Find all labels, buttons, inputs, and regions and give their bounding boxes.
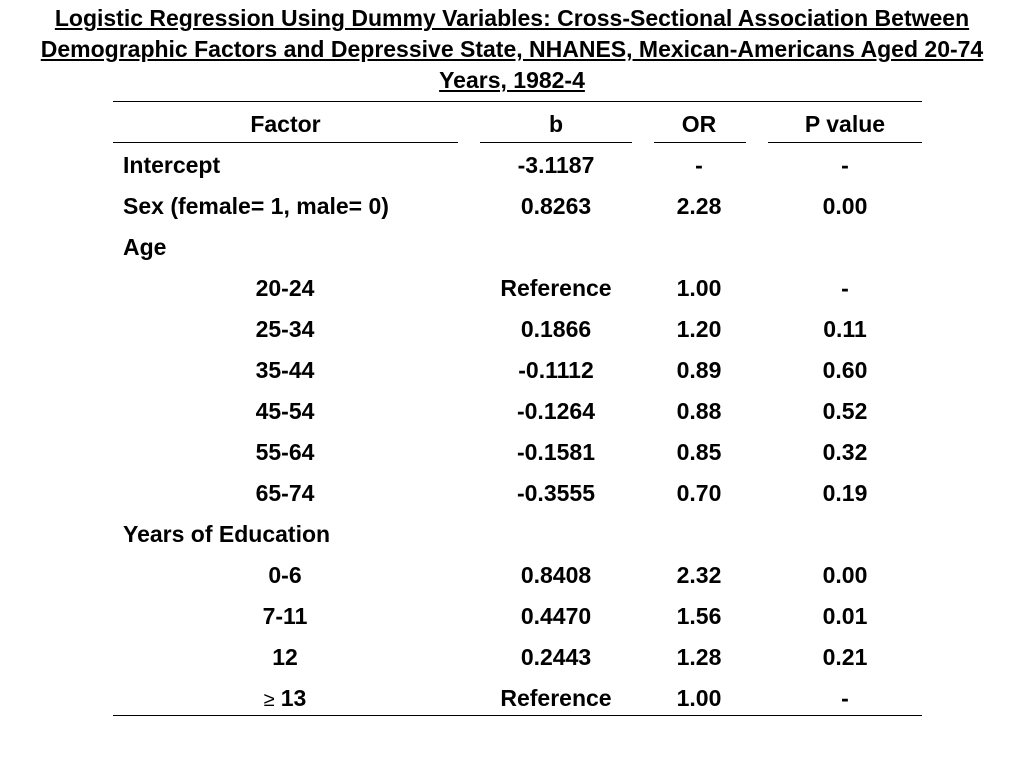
row-or: 1.28 (676, 644, 722, 670)
row-factor-education: 12 (272, 644, 298, 670)
row-b: -0.1264 (516, 398, 595, 424)
row-factor-age: 65-74 (255, 480, 315, 506)
row-or: 1.56 (676, 603, 722, 629)
p-header-rule (768, 142, 922, 143)
greater-or-equal-icon: ≥ (263, 689, 275, 711)
row-b: -0.1112 (518, 357, 594, 383)
row-b: Reference (500, 275, 612, 301)
row-p: 0.32 (822, 439, 868, 465)
row-p: 0.11 (823, 316, 867, 342)
row-b: -0.1581 (516, 439, 595, 465)
row-p: - (841, 275, 849, 301)
row-p: 0.19 (822, 480, 868, 506)
row-or: 0.88 (676, 398, 722, 424)
group-heading-education: Years of Education (123, 521, 331, 547)
row-factor-sex: Sex (female= 1, male= 0) (123, 193, 389, 219)
row-factor-age: 35-44 (255, 357, 315, 383)
row-p: 0.21 (822, 644, 868, 670)
row-factor-age: 20-24 (255, 275, 315, 301)
row-or: 2.32 (676, 562, 722, 588)
factor-header-rule (113, 142, 458, 143)
header-or: OR (681, 111, 717, 137)
group-heading-age: Age (123, 234, 167, 260)
row-factor-intercept: Intercept (123, 152, 221, 178)
row-b: 0.8408 (520, 562, 592, 588)
row-p: - (841, 152, 849, 178)
row-b: Reference (500, 685, 612, 711)
row-p: 0.01 (822, 603, 868, 629)
row-factor-label: 13 (280, 685, 307, 711)
row-b: 0.2443 (520, 644, 592, 670)
row-p: 0.00 (822, 562, 868, 588)
row-factor-age: 55-64 (255, 439, 315, 465)
row-b: -3.1187 (517, 152, 595, 178)
header-p-value: P value (804, 111, 886, 137)
row-or: 0.70 (676, 480, 722, 506)
row-factor-age: 45-54 (255, 398, 315, 424)
header-factor: Factor (250, 111, 321, 137)
row-factor-education: 7-11 (262, 603, 308, 629)
row-factor-education: ≥13 (180, 684, 390, 714)
header-b: b (548, 111, 564, 137)
table-bottom-rule (113, 715, 922, 716)
table-title: Logistic Regression Using Dummy Variable… (40, 5, 984, 93)
row-b: 0.1866 (520, 316, 592, 342)
row-or: 2.28 (676, 193, 722, 219)
row-factor-age: 25-34 (255, 316, 315, 342)
row-p: 0.00 (822, 193, 868, 219)
row-b: -0.3555 (516, 480, 595, 506)
row-factor-education: 0-6 (268, 562, 302, 588)
row-or: 1.00 (676, 685, 722, 711)
table-top-rule (113, 101, 922, 102)
row-or: 1.00 (676, 275, 722, 301)
row-b: 0.8263 (520, 193, 592, 219)
row-or: 1.20 (676, 316, 722, 342)
row-p: - (841, 685, 849, 711)
row-or: 0.85 (676, 439, 722, 465)
row-or: - (695, 152, 703, 178)
or-header-rule (654, 142, 746, 143)
row-p: 0.52 (822, 398, 868, 424)
row-or: 0.89 (676, 357, 722, 383)
b-header-rule (480, 142, 632, 143)
row-b: 0.4470 (520, 603, 592, 629)
row-p: 0.60 (822, 357, 868, 383)
